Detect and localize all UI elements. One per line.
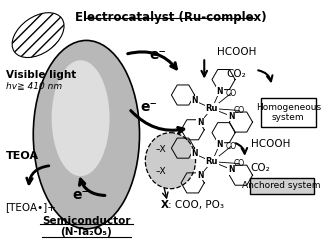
Ellipse shape [12,13,64,58]
Text: N: N [197,171,204,180]
Text: : COO, PO₃: : COO, PO₃ [167,200,223,210]
Text: –X: –X [156,167,166,176]
Text: e⁻: e⁻ [141,100,158,114]
Text: TEOA: TEOA [6,151,39,161]
Text: Ru: Ru [206,104,218,113]
Text: –X: –X [156,144,166,154]
Text: N: N [197,118,204,126]
Text: Anchored system: Anchored system [242,181,321,190]
Text: Visible light: Visible light [6,70,76,80]
Text: Semiconductor: Semiconductor [42,216,131,226]
FancyBboxPatch shape [250,178,315,194]
Text: Ru: Ru [206,157,218,166]
Text: N: N [216,87,223,96]
Text: N: N [191,149,198,158]
Text: X: X [161,200,169,210]
Text: Homogeneous
system: Homogeneous system [256,103,321,122]
Text: hv≧ 410 nm: hv≧ 410 nm [6,81,62,90]
Text: N: N [216,140,223,149]
Text: [TEOA•]+: [TEOA•]+ [5,202,56,212]
Text: CO: CO [234,106,244,115]
Ellipse shape [145,133,195,189]
Text: HCOOH: HCOOH [217,47,256,58]
Text: CO₂: CO₂ [226,69,246,79]
Ellipse shape [52,60,110,176]
Text: (N-Ta₂O₅): (N-Ta₂O₅) [61,227,112,237]
Text: CO: CO [226,142,237,151]
Text: CO: CO [226,89,237,98]
Text: Electrocatalyst (Ru-complex): Electrocatalyst (Ru-complex) [75,11,266,24]
Text: CO: CO [234,159,244,168]
Text: e⁻: e⁻ [72,188,89,203]
FancyBboxPatch shape [261,98,316,127]
Text: HCOOH: HCOOH [251,139,290,149]
Text: N: N [228,165,235,174]
Text: N: N [228,112,235,121]
Text: N: N [191,96,198,105]
Ellipse shape [33,41,139,229]
Text: e⁻: e⁻ [149,48,166,62]
Text: CO₂: CO₂ [251,164,270,173]
